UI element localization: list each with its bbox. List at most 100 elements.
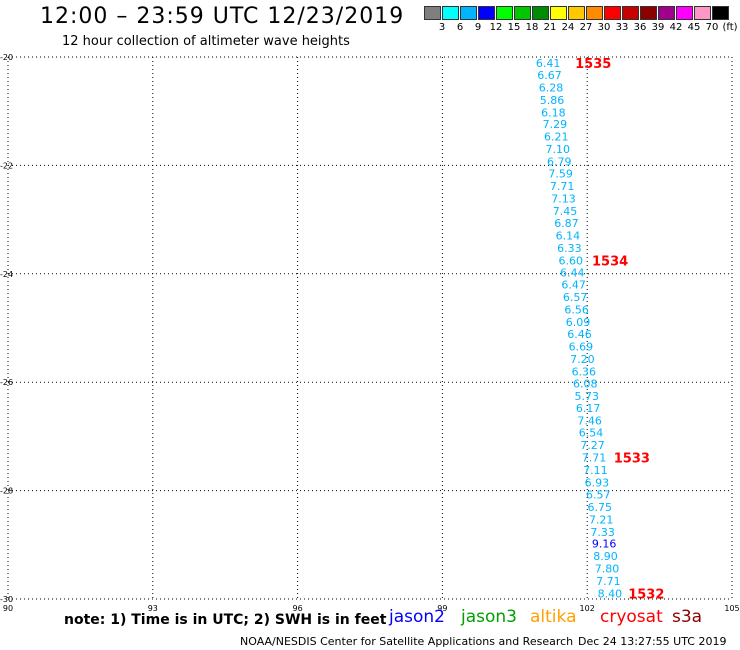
- scale-label: 12: [489, 22, 503, 33]
- scale-swatch: [442, 6, 459, 20]
- swh-data-label: 6.75: [587, 501, 612, 514]
- x-tick-label: 99: [437, 604, 447, 613]
- swh-data-label: 6.36: [572, 365, 597, 378]
- scale-swatch: [658, 6, 675, 20]
- swh-data-label: 7.33: [590, 526, 615, 539]
- scale-swatch: [460, 6, 477, 20]
- chart-subtitle: 12 hour collection of altimeter wave hei…: [62, 34, 350, 49]
- swh-data-label: 8.40: [598, 588, 623, 601]
- swh-data-label: 8.90: [593, 550, 618, 563]
- color-scale-labels: 3 6 9 12 15 18 21 24 27 30 33 36 39 42 45 70 (ft): [424, 22, 740, 36]
- x-tick-label: 90: [3, 604, 13, 613]
- pass-time-label: 1533: [614, 452, 650, 467]
- swh-data-label: 7.13: [551, 192, 576, 205]
- swh-data-label: 6.14: [556, 229, 581, 242]
- swh-data-label: 6.47: [561, 279, 586, 292]
- y-tick-label: -30: [0, 595, 13, 604]
- swh-data-label: 6.57: [586, 488, 611, 501]
- swh-data-label: 6.79: [547, 156, 572, 169]
- y-tick-label: -28: [0, 487, 13, 496]
- y-tick-label: -20: [0, 53, 13, 62]
- scale-label: 42: [669, 22, 683, 33]
- color-scale-legend: 3 6 9 12 15 18 21 24 27 30 33 36 39 42 45 70 (ft): [424, 6, 738, 33]
- satellite-jason2: jason2: [389, 607, 445, 627]
- swh-data-label: 6.41: [536, 57, 561, 70]
- scale-swatch: [604, 6, 621, 20]
- scale-label: 36: [633, 22, 647, 33]
- swh-data-label: 6.54: [579, 427, 604, 440]
- swh-data-label: 6.93: [585, 476, 610, 489]
- satellite-altika: altika: [530, 607, 577, 627]
- swh-data-label: 7.21: [589, 513, 614, 526]
- satellite-cryosat: cryosat: [600, 607, 663, 627]
- scale-swatch: [514, 6, 531, 20]
- scale-label: 9: [474, 22, 482, 33]
- swh-data-label: 6.46: [567, 328, 592, 341]
- x-tick-label: 105: [724, 604, 739, 613]
- swh-data-label: 9.16: [592, 538, 617, 551]
- scale-label: 15: [507, 22, 521, 33]
- pass-time-label: 1532: [628, 588, 664, 603]
- scale-swatch: [424, 6, 441, 20]
- scale-swatch: [712, 6, 729, 20]
- scale-swatch: [640, 6, 657, 20]
- scale-swatch: [478, 6, 495, 20]
- swh-data-label: 6.21: [544, 131, 569, 144]
- scale-label: 30: [597, 22, 611, 33]
- scale-label: 45: [687, 22, 701, 33]
- swh-data-label: 6.18: [541, 106, 566, 119]
- generation-timestamp: Dec 24 13:27:55 UTC 2019: [578, 635, 727, 648]
- pass-time-label: 1535: [575, 57, 611, 72]
- scale-label: 39: [651, 22, 665, 33]
- scale-label: 33: [615, 22, 629, 33]
- scale-label: (ft): [722, 22, 738, 33]
- credit-text: NOAA/NESDIS Center for Satellite Applica…: [240, 635, 574, 648]
- swh-data-label: 6.44: [560, 267, 585, 280]
- scale-swatch: [568, 6, 585, 20]
- swh-data-label: 7.29: [543, 118, 568, 131]
- scale-swatch: [532, 6, 549, 20]
- scale-label: 27: [579, 22, 593, 33]
- scale-swatch: [550, 6, 567, 20]
- y-tick-label: -26: [0, 378, 13, 387]
- swh-data-label: 7.20: [570, 353, 595, 366]
- y-tick-label: -22: [0, 161, 13, 170]
- swh-data-label: 7.27: [580, 439, 605, 452]
- swh-data-label: 6.57: [563, 291, 588, 304]
- x-tick-label: 93: [148, 604, 158, 613]
- swh-data-label: 6.08: [573, 377, 598, 390]
- swh-data-label: 6.60: [559, 254, 584, 267]
- x-tick-label: 102: [580, 604, 595, 613]
- scale-swatch: [694, 6, 711, 20]
- x-tick-label: 96: [293, 604, 303, 613]
- color-scale-swatches: [424, 6, 730, 20]
- satellite-jason3: jason3: [461, 607, 517, 627]
- scale-label: 24: [561, 22, 575, 33]
- pass-time-label: 1534: [592, 254, 628, 269]
- y-tick-label: -24: [0, 270, 13, 279]
- scale-swatch: [496, 6, 513, 20]
- scale-label: 21: [543, 22, 557, 33]
- swh-data-label: 5.73: [574, 390, 599, 403]
- swh-data-label: 7.80: [595, 563, 620, 576]
- scale-label: 18: [525, 22, 539, 33]
- swh-data-label: 6.67: [537, 69, 562, 82]
- swh-data-label: 7.59: [548, 168, 573, 181]
- footer-note: note: 1) Time is in UTC; 2) SWH is in fe…: [64, 612, 387, 628]
- swh-data-label: 6.69: [569, 340, 594, 353]
- swh-data-label: 7.71: [596, 575, 621, 588]
- chart-title: 12:00 – 23:59 UTC 12/23/2019: [40, 4, 405, 29]
- swh-data-label: 7.45: [553, 205, 578, 218]
- swh-data-label: 6.28: [539, 81, 564, 94]
- swh-data-label: 7.10: [546, 143, 571, 156]
- swh-data-label: 6.56: [564, 304, 589, 317]
- swh-data-label: 7.71: [550, 180, 575, 193]
- swh-data-label: 6.87: [554, 217, 579, 230]
- scale-swatch: [622, 6, 639, 20]
- satellite-s3a: s3a: [672, 607, 703, 627]
- swh-data-label: 7.71: [582, 452, 607, 465]
- swh-data-label: 5.86: [540, 94, 565, 107]
- scale-label: 70: [705, 22, 719, 33]
- scale-label: 6: [456, 22, 464, 33]
